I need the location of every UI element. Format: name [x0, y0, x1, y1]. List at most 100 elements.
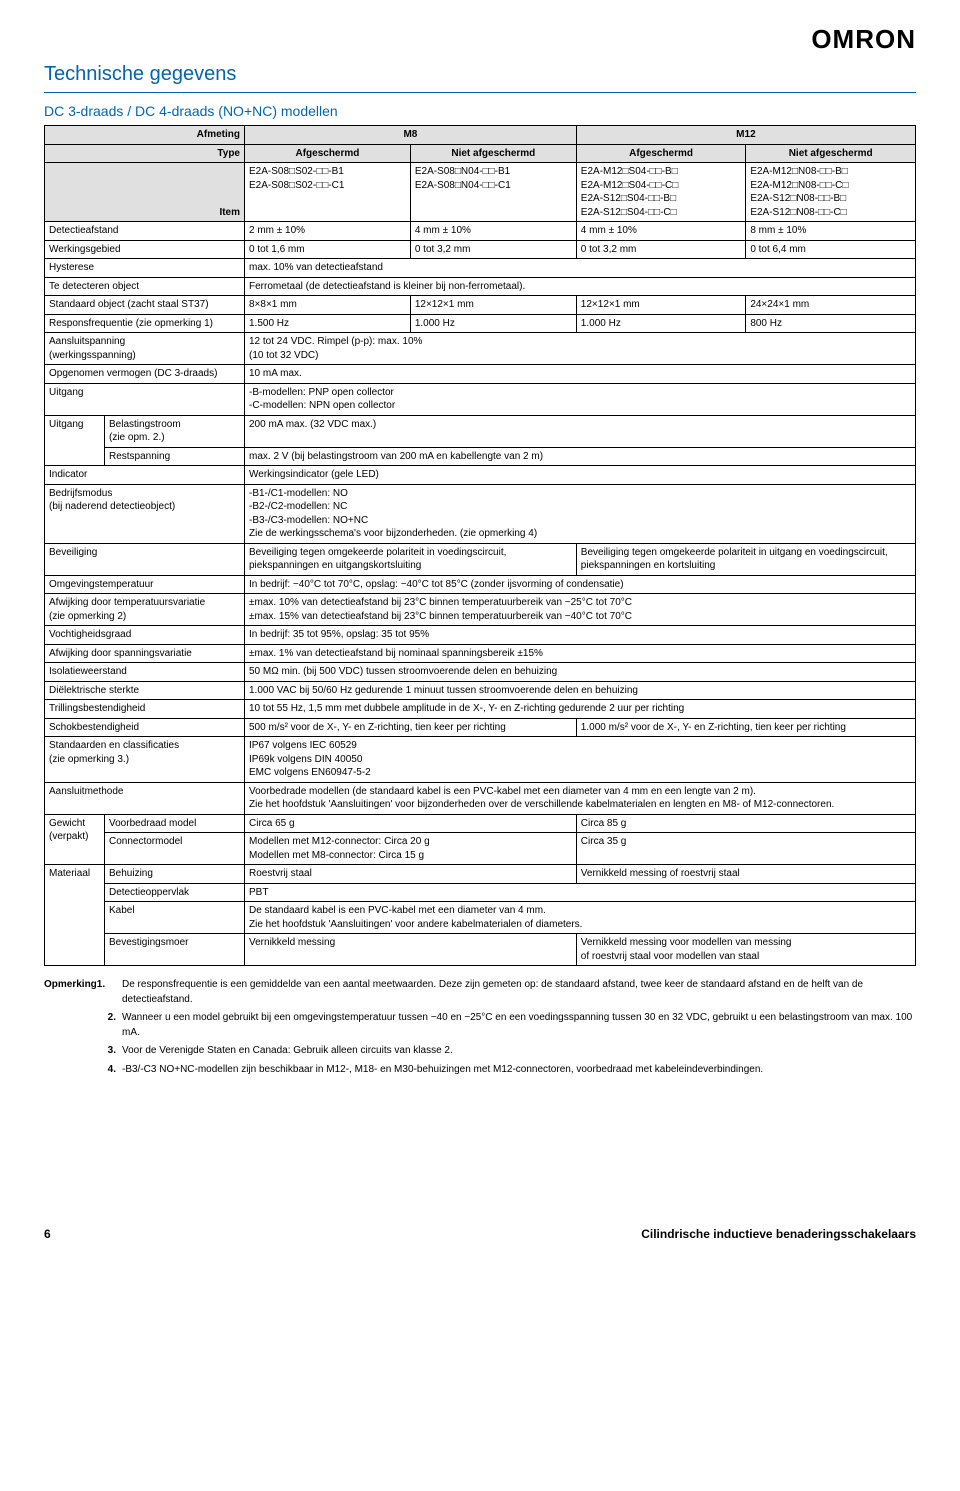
row-afw-span-k: Afwijking door spanningsvariatie [45, 644, 245, 663]
cell: max. 2 V (bij belastingstroom van 200 mA… [245, 447, 916, 466]
row-materiaal-r1-k: Behuizing [105, 865, 245, 884]
row-uitgang2-sub1-k: Belastingstroom (zie opm. 2.) [105, 415, 245, 447]
note-1-text: De responsfrequentie is een gemiddelde v… [122, 978, 916, 1007]
cell: Werkingsindicator (gele LED) [245, 466, 916, 485]
row-schok-k: Schokbestendigheid [45, 718, 245, 737]
hdr-m8-afg: Afgeschermd [245, 144, 411, 163]
cell: In bedrijf: −40°C tot 70°C, opslag: −40°… [245, 575, 916, 594]
cell: Ferrometaal (de detectieafstand is klein… [245, 277, 916, 296]
cell: 8×8×1 mm [245, 296, 411, 315]
cell: 0 tot 3,2 mm [576, 240, 746, 259]
brand-logo: OMRON [44, 24, 916, 55]
row-vocht-k: Vochtigheidsgraad [45, 626, 245, 645]
note-2-text: Wanneer u een model gebruikt bij een omg… [122, 1011, 916, 1040]
cell: 1.000 Hz [410, 314, 576, 333]
cell: 0 tot 6,4 mm [746, 240, 916, 259]
hdr-afmeting: Afmeting [45, 126, 245, 145]
cell: 2 mm ± 10% [245, 222, 411, 241]
footer-doc: Cilindrische inductieve benaderingsschak… [641, 1227, 916, 1241]
cell: 1.000 Hz [576, 314, 746, 333]
row-beveiliging-k: Beveiliging [45, 543, 245, 575]
hdr-m8-niet: Niet afgeschermd [410, 144, 576, 163]
row-gewicht-r2-k: Connectormodel [105, 833, 245, 865]
section-title: Technische gegevens [44, 63, 916, 93]
note-4-key: 4. [44, 1063, 122, 1078]
note-1-key: Opmerking1. [44, 978, 122, 1007]
cell: Modellen met M12-connector: Circa 20 g M… [245, 833, 577, 865]
row-responsfrequentie-k: Responsfrequentie (zie opmerking 1) [45, 314, 245, 333]
row-hysterese-k: Hysterese [45, 259, 245, 278]
hdr-m12: M12 [576, 126, 915, 145]
parts-m8-niet: E2A-S08□N04-□□-B1 E2A-S08□N04-□□-C1 [410, 163, 576, 222]
parts-m12-afg: E2A-M12□S04-□□-B□ E2A-M12□S04-□□-C□ E2A-… [576, 163, 746, 222]
cell: IP67 volgens IEC 60529 IP69k volgens DIN… [245, 737, 916, 783]
spec-table: Afmeting M8 M12 Type Afgeschermd Niet af… [44, 125, 916, 966]
hdr-item: Item [45, 163, 245, 222]
cell: 10 mA max. [245, 365, 916, 384]
cell: Beveiliging tegen omgekeerde polariteit … [245, 543, 577, 575]
row-aansluitmethode-k: Aansluitmethode [45, 782, 245, 814]
cell: 12×12×1 mm [410, 296, 576, 315]
cell: max. 10% van detectieafstand [245, 259, 916, 278]
row-materiaal-r4-k: Bevestigingsmoer [105, 934, 245, 966]
cell: PBT [245, 883, 916, 902]
row-gewicht-r1-k: Voorbedraad model [105, 814, 245, 833]
cell: Vernikkeld messing voor modellen van mes… [576, 934, 915, 966]
note-4-text: -B3/-C3 NO+NC-modellen zijn beschikbaar … [122, 1063, 916, 1078]
footer-page: 6 [44, 1227, 51, 1241]
cell: Circa 65 g [245, 814, 577, 833]
row-indicator-k: Indicator [45, 466, 245, 485]
row-stand-class-k: Standaarden en classificaties (zie opmer… [45, 737, 245, 783]
cell: 24×24×1 mm [746, 296, 916, 315]
cell: In bedrijf: 35 tot 95%, opslag: 35 tot 9… [245, 626, 916, 645]
row-materiaal-r2-k: Detectieoppervlak [105, 883, 245, 902]
hdr-m12-afg: Afgeschermd [576, 144, 746, 163]
row-materiaal-r3-k: Kabel [105, 902, 245, 934]
cell: De standaard kabel is een PVC-kabel met … [245, 902, 916, 934]
cell: 1.000 VAC bij 50/60 Hz gedurende 1 minuu… [245, 681, 916, 700]
cell: Circa 35 g [576, 833, 915, 865]
cell: ±max. 10% van detectieafstand bij 23°C b… [245, 594, 916, 626]
hdr-m12-niet: Niet afgeschermd [746, 144, 916, 163]
note-3-key: 3. [44, 1044, 122, 1059]
cell: ±max. 1% van detectieafstand bij nominaa… [245, 644, 916, 663]
row-dielek-k: Diëlektrische sterkte [45, 681, 245, 700]
cell: 0 tot 3,2 mm [410, 240, 576, 259]
subtitle: DC 3-draads / DC 4-draads (NO+NC) modell… [44, 103, 916, 119]
row-uitgang2-k: Uitgang [45, 415, 105, 466]
cell: 12×12×1 mm [576, 296, 746, 315]
cell: 50 MΩ min. (bij 500 VDC) tussen stroomvo… [245, 663, 916, 682]
row-bedrijfsmodus-k: Bedrijfsmodus (bij naderend detectieobje… [45, 484, 245, 543]
row-afw-temp-k: Afwijking door temperatuursvariatie (zie… [45, 594, 245, 626]
cell: 8 mm ± 10% [746, 222, 916, 241]
cell: 200 mA max. (32 VDC max.) [245, 415, 916, 447]
cell: Beveiliging tegen omgekeerde polariteit … [576, 543, 915, 575]
row-detectieafstand-k: Detectieafstand [45, 222, 245, 241]
row-werkingsgebied-k: Werkingsgebied [45, 240, 245, 259]
cell: Vernikkeld messing of roestvrij staal [576, 865, 915, 884]
cell: 1.500 Hz [245, 314, 411, 333]
row-materiaal-k: Materiaal [45, 865, 105, 966]
notes-block: Opmerking1. De responsfrequentie is een … [44, 978, 916, 1077]
cell: 500 m/s² voor de X-, Y- en Z-richting, t… [245, 718, 577, 737]
row-trilling-k: Trillingsbestendigheid [45, 700, 245, 719]
cell: 12 tot 24 VDC. Rimpel (p-p): max. 10% (1… [245, 333, 916, 365]
cell: 4 mm ± 10% [576, 222, 746, 241]
row-isolatie-k: Isolatieweerstand [45, 663, 245, 682]
hdr-type: Type [45, 144, 245, 163]
hdr-m8: M8 [245, 126, 577, 145]
cell: -B1-/C1-modellen: NO -B2-/C2-modellen: N… [245, 484, 916, 543]
cell: 0 tot 1,6 mm [245, 240, 411, 259]
row-gewicht-k: Gewicht (verpakt) [45, 814, 105, 865]
parts-m8-afg: E2A-S08□S02-□□-B1 E2A-S08□S02-□□-C1 [245, 163, 411, 222]
cell: -B-modellen: PNP open collector -C-model… [245, 383, 916, 415]
cell: Voorbedrade modellen (de standaard kabel… [245, 782, 916, 814]
note-3-text: Voor de Verenigde Staten en Canada: Gebr… [122, 1044, 916, 1059]
cell: 10 tot 55 Hz, 1,5 mm met dubbele amplitu… [245, 700, 916, 719]
row-omgevings-k: Omgevingstemperatuur [45, 575, 245, 594]
cell: 800 Hz [746, 314, 916, 333]
row-aansluitspanning-k: Aansluitspanning (werkingsspanning) [45, 333, 245, 365]
cell: 4 mm ± 10% [410, 222, 576, 241]
note-2-key: 2. [44, 1011, 122, 1040]
cell: Roestvrij staal [245, 865, 577, 884]
